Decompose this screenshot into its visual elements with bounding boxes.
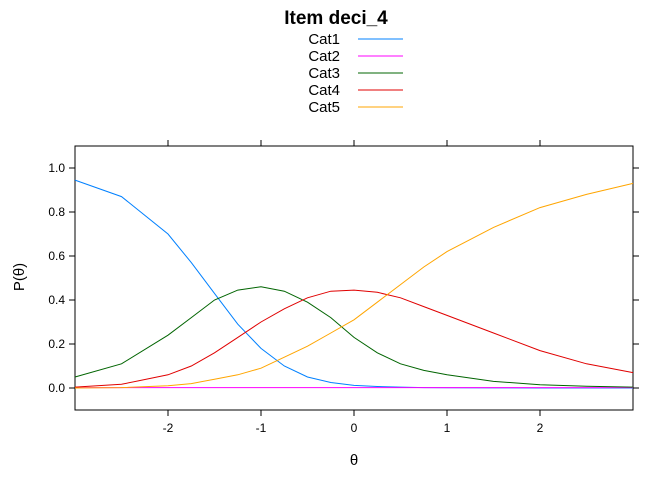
legend-label-cat3: Cat3 [308,65,340,82]
axes: -2 -1 0 1 2 0.0 0.2 0.4 0.6 0.8 1.0 [48,140,639,435]
y-tick-label: 0.0 [48,381,65,395]
legend-label-cat1: Cat1 [308,31,340,48]
chart-title: Item deci_4 [284,8,388,29]
y-tick-label: 0.4 [48,293,65,307]
x-tick-label: -1 [256,421,267,435]
y-tick-label: 0.6 [48,249,65,263]
legend-label-cat5: Cat5 [308,99,340,116]
y-tick-label: 0.2 [48,337,65,351]
x-tick-label: 0 [351,421,358,435]
legend-label-cat4: Cat4 [308,82,340,99]
y-axis-label: P(θ) [11,263,28,291]
y-tick-label: 1.0 [48,161,65,175]
x-tick-label: 1 [444,421,451,435]
legend-label-cat2: Cat2 [308,48,340,65]
x-tick-label: -2 [163,421,174,435]
series-line-cat3 [74,286,634,388]
x-tick-label: 2 [537,421,544,435]
series-line-cat5 [74,182,634,389]
y-tick-label: 0.8 [48,205,65,219]
plot-frame [74,145,634,411]
series-line-cat4 [74,289,634,388]
series-line-cat1 [74,179,633,389]
plot-area [74,179,634,389]
x-axis-label: θ [350,452,358,469]
